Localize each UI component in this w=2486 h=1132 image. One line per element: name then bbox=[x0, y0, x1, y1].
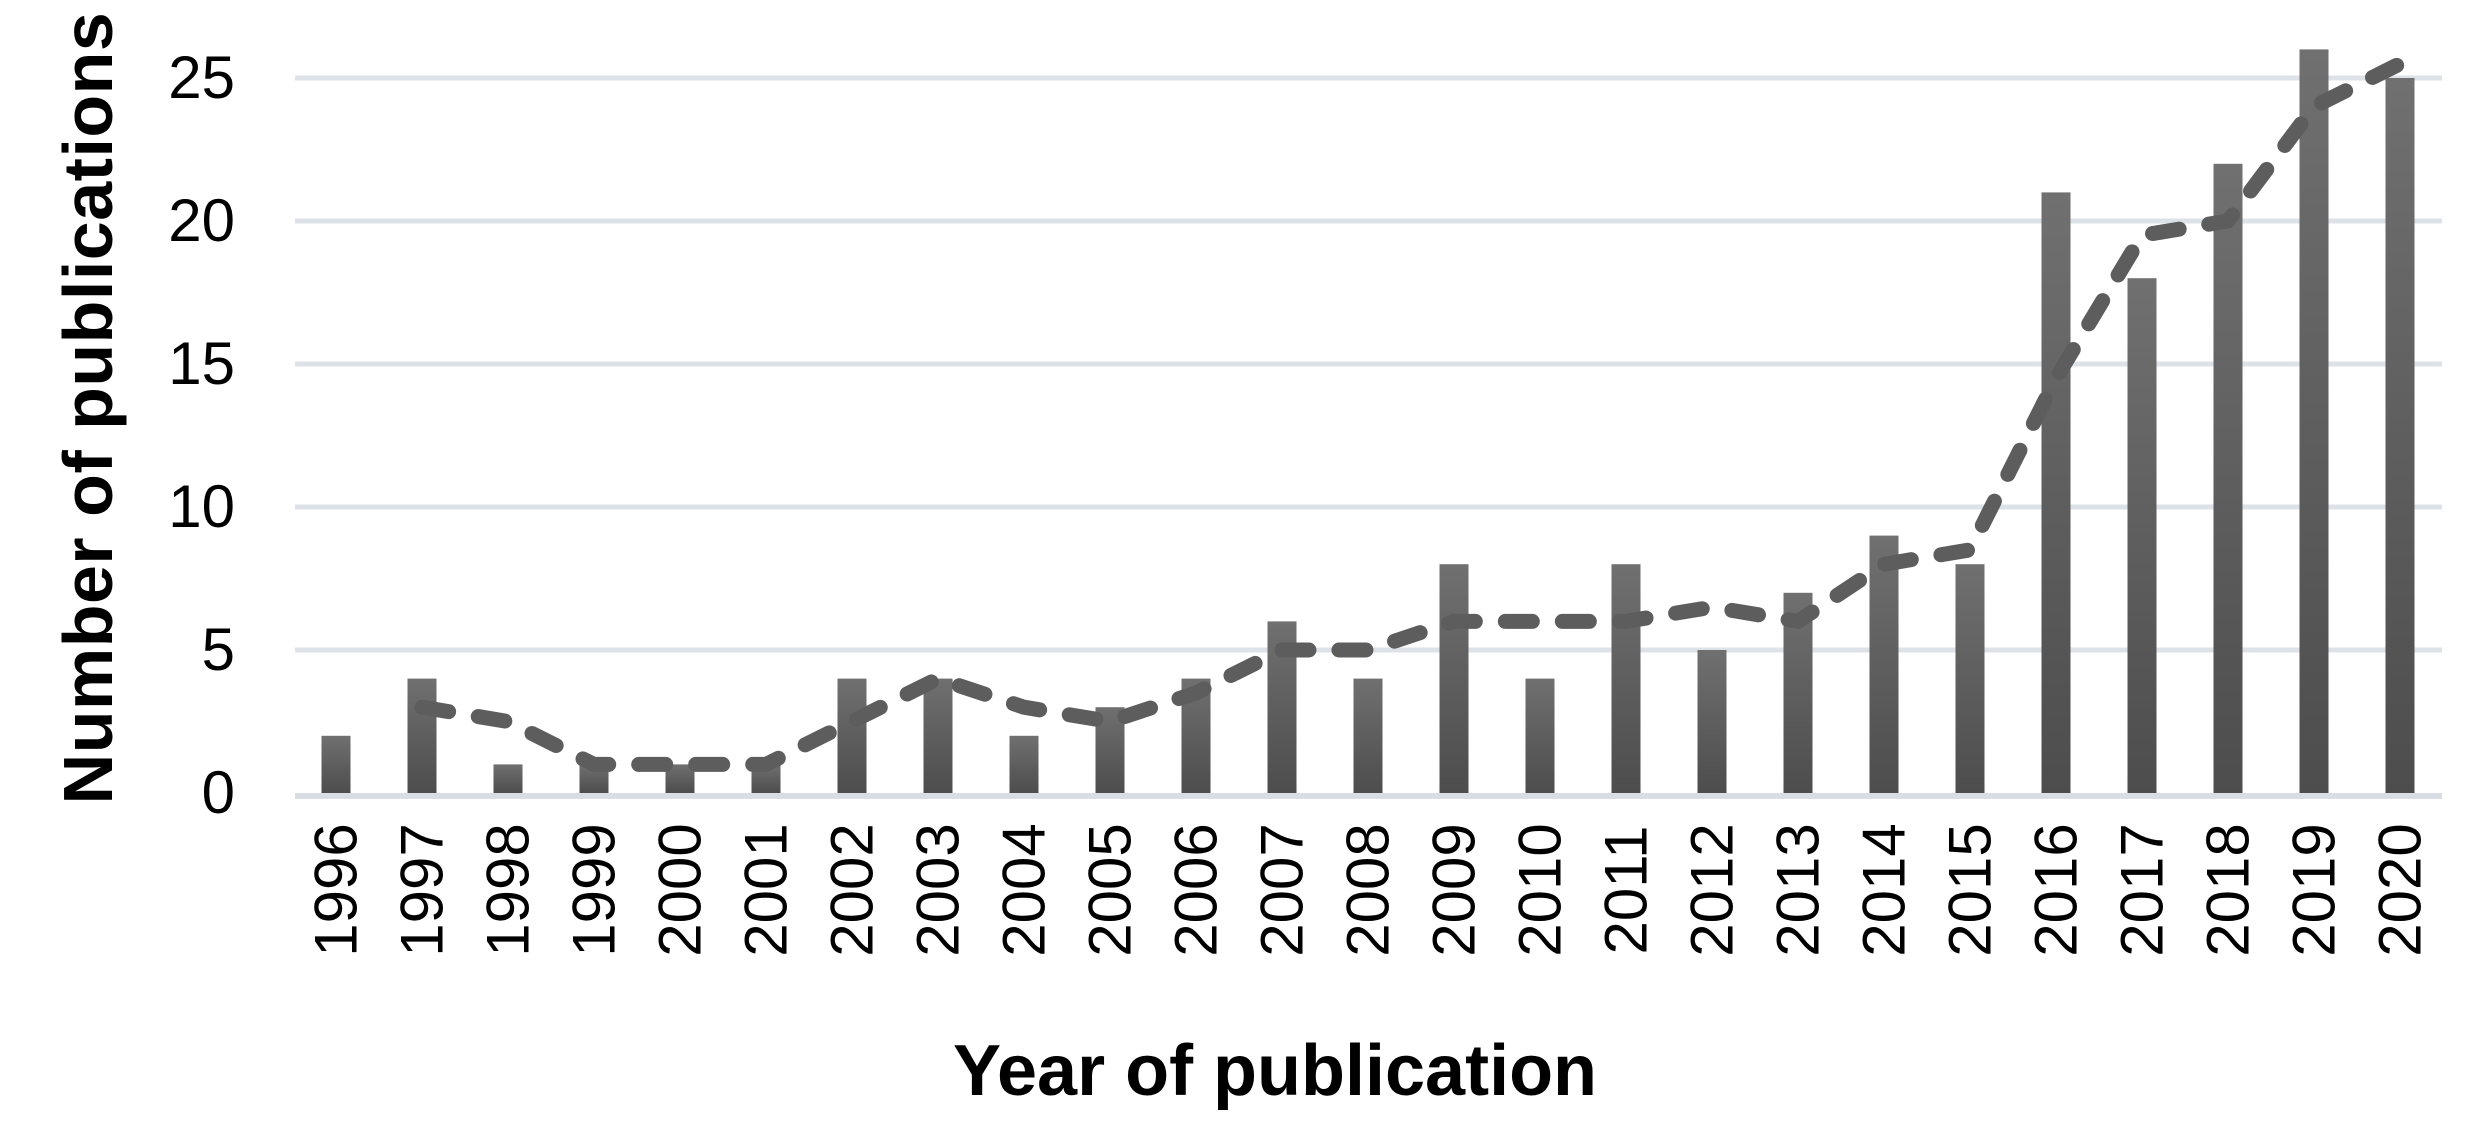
bar-2016 bbox=[2041, 192, 2071, 793]
x-tick-2019: 2019 bbox=[2280, 823, 2348, 957]
x-tick-1997: 1997 bbox=[388, 823, 456, 957]
bar-2008 bbox=[1353, 678, 1383, 793]
bar-1997 bbox=[407, 678, 437, 793]
x-tick-2013: 2013 bbox=[1764, 823, 1832, 957]
x-axis-baseline bbox=[295, 793, 2442, 799]
y-axis-title: Number of publications bbox=[49, 11, 127, 805]
bar-2012 bbox=[1697, 650, 1727, 793]
x-tick-2001: 2001 bbox=[732, 823, 800, 957]
bar-2018 bbox=[2213, 163, 2243, 794]
x-tick-2020: 2020 bbox=[2366, 823, 2434, 957]
bar-2017 bbox=[2127, 278, 2157, 793]
gridline-25 bbox=[295, 75, 2442, 81]
x-tick-1999: 1999 bbox=[560, 823, 628, 957]
bar-1998 bbox=[493, 764, 523, 793]
gridline-10 bbox=[295, 504, 2442, 510]
bar-1996 bbox=[321, 735, 351, 793]
x-tick-2010: 2010 bbox=[1506, 823, 1574, 957]
plot-area bbox=[295, 38, 2442, 799]
bar-2011 bbox=[1611, 564, 1641, 793]
x-tick-2007: 2007 bbox=[1248, 823, 1316, 957]
x-tick-2002: 2002 bbox=[818, 823, 886, 957]
x-tick-2016: 2016 bbox=[2022, 823, 2090, 957]
gridline-20 bbox=[295, 218, 2442, 224]
x-tick-2017: 2017 bbox=[2108, 823, 2176, 957]
bar-2002 bbox=[837, 678, 867, 793]
x-tick-2015: 2015 bbox=[1936, 823, 2004, 957]
x-tick-2003: 2003 bbox=[904, 823, 972, 957]
y-tick-0: 0 bbox=[201, 759, 235, 826]
x-tick-2000: 2000 bbox=[646, 823, 714, 957]
bar-2004 bbox=[1009, 735, 1039, 793]
bar-2019 bbox=[2299, 49, 2329, 793]
x-tick-2011: 2011 bbox=[1592, 825, 1660, 955]
x-tick-1996: 1996 bbox=[302, 823, 370, 957]
x-tick-1998: 1998 bbox=[474, 823, 542, 957]
bar-2003 bbox=[923, 678, 953, 793]
x-tick-2005: 2005 bbox=[1076, 823, 1144, 957]
gridline-15 bbox=[295, 361, 2442, 367]
bar-2014 bbox=[1869, 535, 1899, 793]
y-tick-5: 5 bbox=[201, 616, 235, 683]
y-tick-20: 20 bbox=[168, 187, 235, 254]
bar-2020 bbox=[2385, 78, 2415, 793]
bar-2015 bbox=[1955, 564, 1985, 793]
x-tick-2006: 2006 bbox=[1162, 823, 1230, 957]
bar-2010 bbox=[1525, 678, 1555, 793]
chart-canvas bbox=[295, 49, 2442, 799]
x-tick-2008: 2008 bbox=[1334, 823, 1402, 957]
y-tick-10: 10 bbox=[168, 473, 235, 540]
y-tick-25: 25 bbox=[168, 44, 235, 111]
x-tick-2018: 2018 bbox=[2194, 823, 2262, 957]
x-tick-2014: 2014 bbox=[1850, 823, 1918, 957]
bar-2009 bbox=[1439, 564, 1469, 793]
x-axis-title: Year of publication bbox=[952, 1031, 1598, 1111]
x-tick-2012: 2012 bbox=[1678, 823, 1746, 957]
trendline-path bbox=[414, 56, 2408, 772]
x-tick-2009: 2009 bbox=[1420, 823, 1488, 957]
x-tick-2004: 2004 bbox=[990, 823, 1058, 957]
y-tick-15: 15 bbox=[168, 330, 235, 397]
